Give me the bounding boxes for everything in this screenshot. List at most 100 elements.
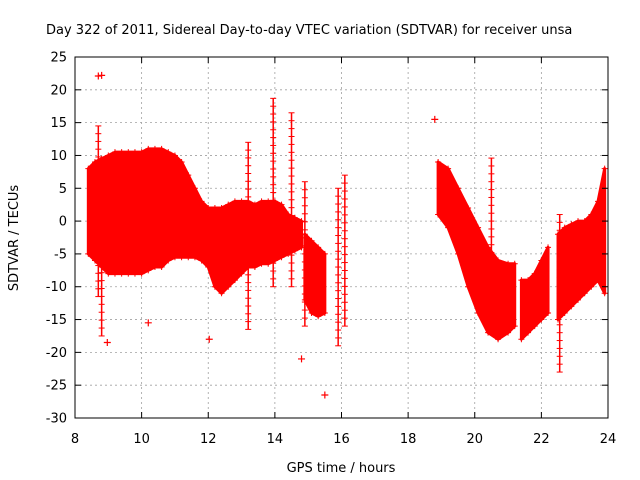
data-point [211,283,218,290]
data-point [118,270,125,277]
data-point [145,267,152,274]
data-point [495,257,502,264]
data-point [435,211,442,218]
data-point [291,214,298,221]
outlier-point [298,355,306,363]
y-tick-label: 10 [50,149,67,164]
data-point [211,204,218,211]
data-series [85,71,608,399]
data-point [308,309,315,316]
data-point [505,260,512,267]
data-point [568,303,575,310]
data-point [485,244,492,251]
data-point [198,257,205,264]
y-tick-label: 0 [59,215,67,230]
outlier-point [144,319,152,327]
data-band [86,147,304,295]
data-point [225,283,232,290]
axis-ticks: 8 10 12 14 16 18 20 22 24 -30 -25 -20 -15 -10 -5 0 5 10 15… [46,51,617,448]
y-tick-label: -25 [46,379,67,394]
data-point [595,198,602,205]
data-point [538,257,545,264]
data-point [105,152,112,159]
data-point [298,218,305,225]
x-tick-label: 8 [71,432,79,447]
data-point [231,198,238,205]
data-point [455,250,462,257]
x-tick-label: 24 [600,432,617,447]
data-point [285,211,292,218]
data-point [601,165,608,172]
data-point [111,270,118,277]
data-point [205,264,212,271]
data-point [291,247,298,254]
data-point [475,224,482,231]
x-tick-label: 10 [133,432,150,447]
data-point [258,198,265,205]
data-point [171,152,178,159]
x-axis-label: GPS time / hours [287,461,396,476]
y-tick-label: -30 [46,412,67,427]
data-point [531,323,538,330]
data-point [465,283,472,290]
y-axis-label: SDTVAR / TECUs [7,185,22,292]
data-point [278,254,285,261]
data-point [151,145,158,152]
data-point [465,204,472,211]
data-point [91,159,98,166]
data-point [145,145,152,152]
data-point [525,329,532,336]
data-point [191,254,198,261]
data-point [581,290,588,297]
data-point [518,277,525,284]
data-point [278,201,285,208]
data-point [265,198,272,205]
data-point [505,329,512,336]
data-point [231,277,238,284]
data-point [85,250,92,257]
data-point [518,336,525,343]
y-tick-label: 15 [50,116,67,131]
y-tick-label: -15 [46,313,67,328]
y-tick-label: -20 [46,346,67,361]
data-point [185,254,192,261]
outlier-point [431,115,439,123]
data-band [303,232,327,318]
data-point [191,185,198,192]
data-point [85,165,92,172]
data-point [91,257,98,264]
data-point [98,155,105,162]
data-point [171,254,178,261]
data-point [581,218,588,225]
data-point [525,277,532,284]
data-point [151,264,158,271]
data-point [485,329,492,336]
data-point [588,211,595,218]
data-point [308,237,315,244]
data-band [556,167,607,322]
data-point [185,172,192,179]
data-point [165,257,172,264]
data-point [138,149,145,156]
outlier-point [98,71,106,79]
data-point [435,159,442,166]
data-point [531,270,538,277]
x-tick-label: 18 [400,432,417,447]
data-point [315,313,322,320]
data-point [265,260,272,267]
data-point [445,165,452,172]
data-point [198,198,205,205]
data-point [285,250,292,257]
outlier-point [321,391,329,399]
data-point [568,221,575,228]
data-point [178,159,185,166]
x-tick-label: 16 [333,432,350,447]
outlier-point [103,339,111,347]
data-point [538,316,545,323]
data-point [561,309,568,316]
data-point [258,260,265,267]
data-point [225,201,232,208]
data-point [251,264,258,271]
data-point [251,201,258,208]
